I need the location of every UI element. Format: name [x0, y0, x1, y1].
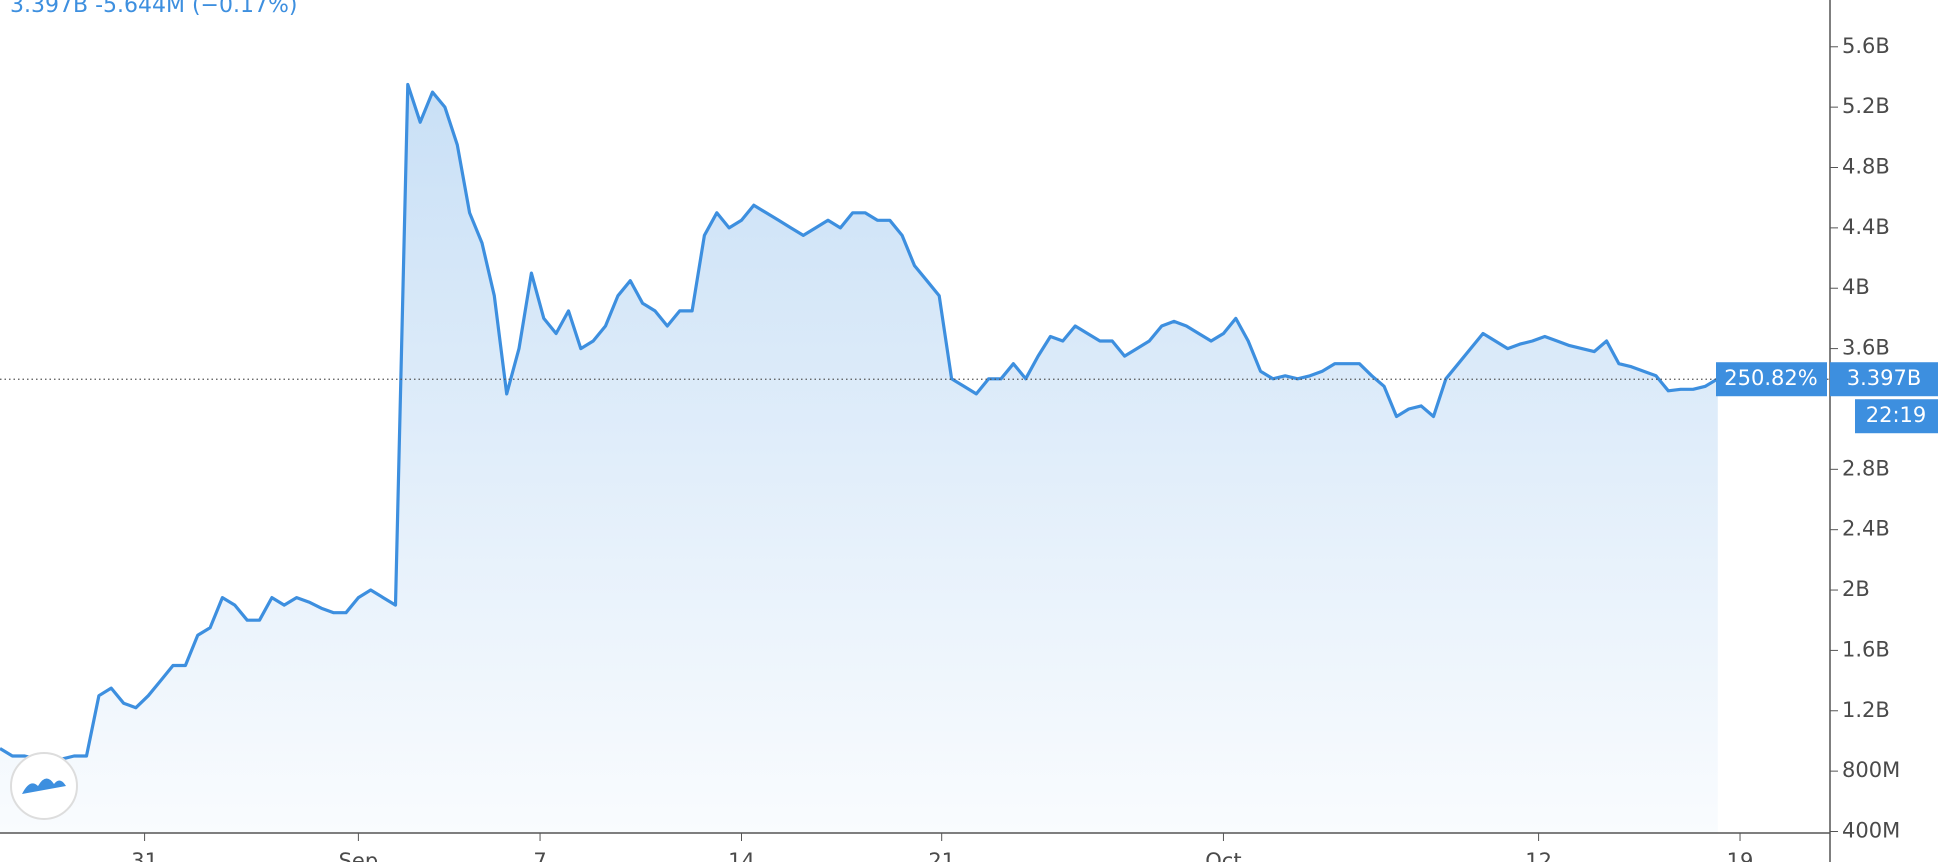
x-tick-label: Oct	[1205, 849, 1241, 862]
y-tick-label: 400M	[1842, 818, 1900, 842]
y-tick-label: 5.2B	[1842, 94, 1890, 118]
y-tick-label: 4.8B	[1842, 155, 1890, 179]
y-tick-label: 4B	[1842, 275, 1870, 299]
percent-label: 250.82%	[1724, 366, 1817, 390]
time-label: 22:19	[1866, 403, 1927, 427]
x-tick-label: 7	[533, 849, 546, 862]
y-tick-label: 3.6B	[1842, 336, 1890, 360]
x-tick-label: 14	[728, 849, 755, 862]
y-tick-label: 2.8B	[1842, 456, 1890, 480]
y-tick-label: 2.4B	[1842, 517, 1890, 541]
x-tick-label: 12	[1525, 849, 1552, 862]
percent-label-bg	[1716, 362, 1827, 397]
y-tick-label: 2B	[1842, 577, 1870, 601]
x-tick-label: Sep	[339, 849, 379, 862]
area	[0, 84, 1718, 833]
x-tick-label: 19	[1727, 849, 1754, 862]
x-tick-label: 21	[928, 849, 955, 862]
time-label-bg	[1855, 399, 1938, 434]
y-tick-label: 800M	[1842, 758, 1900, 782]
y-tick-label: 1.2B	[1842, 698, 1890, 722]
last-label-bg	[1830, 362, 1938, 397]
y-tick-label: 1.6B	[1842, 637, 1890, 661]
plot-area	[0, 82, 1719, 833]
last-label: 3.397B	[1847, 366, 1922, 390]
header-legend: 3.397B -5.644M (−0.17%)	[10, 0, 297, 18]
line	[0, 82, 1719, 761]
y-tick-label: 4.4B	[1842, 215, 1890, 239]
y-tick-label: 5.6B	[1842, 34, 1890, 58]
logo[interactable]	[10, 752, 78, 820]
x-tick-label: 31	[131, 849, 158, 862]
